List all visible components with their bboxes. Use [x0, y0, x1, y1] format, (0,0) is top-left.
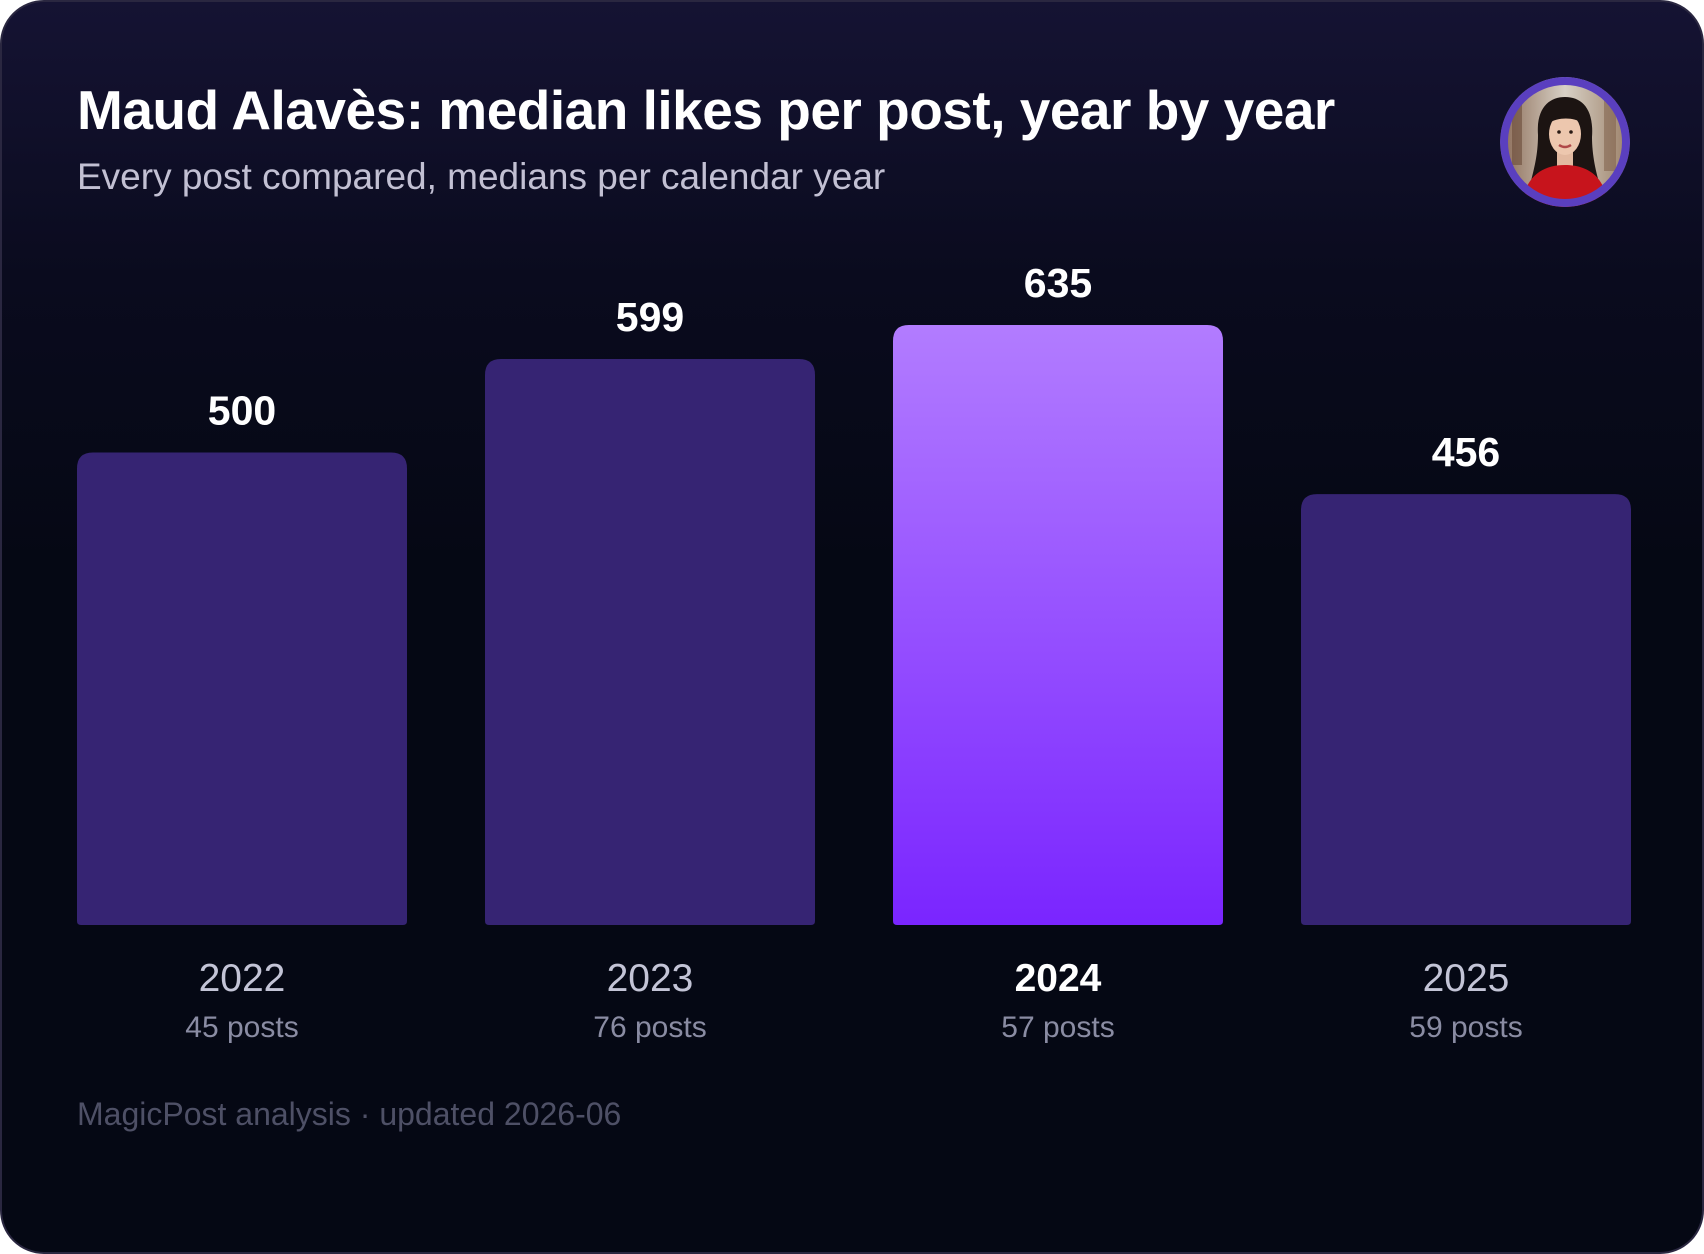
category-label-2023: 2023	[607, 957, 694, 1000]
source-footer: MagicPost analysis · updated 2026-06	[77, 1096, 622, 1132]
value-label-2024: 635	[1024, 260, 1092, 306]
profile-photo-icon	[1500, 77, 1630, 207]
category-label-2025: 2025	[1423, 957, 1510, 1000]
bar-2025	[1301, 494, 1631, 925]
post-count-2024: 57 posts	[1001, 1011, 1114, 1044]
post-count-2025: 59 posts	[1409, 1011, 1522, 1044]
bars-layer: 500 2022 45 posts 599 2023 76 posts 635 2024 57 …	[77, 260, 1631, 1044]
category-label-2022: 2022	[199, 957, 286, 1000]
category-label-2024: 2024	[1015, 957, 1102, 1000]
avatar	[1500, 77, 1630, 207]
chart-subtitle: Every post compared, medians per calenda…	[77, 156, 886, 197]
post-count-2023: 76 posts	[593, 1011, 706, 1044]
value-label-2022: 500	[208, 388, 276, 434]
bar-2023	[485, 359, 815, 925]
bar-2024	[893, 325, 1223, 925]
value-label-2023: 599	[616, 294, 684, 340]
bar-2022	[77, 452, 407, 925]
chart-title: Maud Alavès: median likes per post, year…	[77, 79, 1335, 141]
value-label-2025: 456	[1432, 429, 1500, 475]
post-count-2022: 45 posts	[185, 1011, 298, 1044]
